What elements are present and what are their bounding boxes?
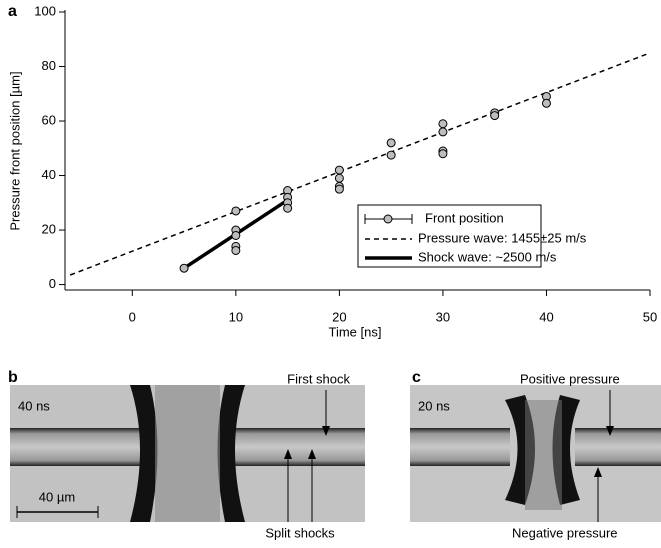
data-point [334,165,344,175]
time-label: 20 ns [418,398,450,413]
x-tick-label: 20 [332,309,346,324]
annotation: Negative pressure [512,525,618,540]
y-tick-label: 80 [42,58,56,73]
annotation: First shock [287,371,350,386]
annotation: Positive pressure [520,371,620,386]
x-axis-label: Time [ns] [329,324,382,339]
data-point [283,203,293,213]
time-label: 40 ns [18,398,50,413]
data-point [334,173,344,183]
y-tick-label: 0 [49,276,56,291]
data-point [541,98,551,108]
data-point [231,230,241,240]
data-point [438,127,448,137]
panel-label: a [8,3,17,20]
x-tick-label: 0 [129,309,136,324]
panel-label: c [412,369,421,386]
y-tick-label: 100 [34,3,56,18]
y-tick-label: 60 [42,112,56,127]
data-point [334,184,344,194]
x-tick-label: 40 [539,309,553,324]
panel-label: b [8,369,18,386]
annotation: Split shocks [265,525,335,540]
legend-label: Pressure wave: 1455±25 m/s [418,230,587,245]
data-point [386,138,396,148]
x-tick-label: 50 [643,309,657,324]
y-tick-label: 20 [42,221,56,236]
scale-bar-label: 40 µm [39,489,75,504]
y-tick-label: 40 [42,167,56,182]
data-point [386,150,396,160]
x-tick-label: 10 [229,309,243,324]
data-point [438,119,448,129]
legend-label: Shock wave: ~2500 m/s [418,249,557,264]
data-point [438,149,448,159]
micrograph [10,385,365,522]
micrograph [410,385,661,522]
data-point [231,206,241,216]
data-point [231,245,241,255]
legend-symbol [364,214,413,260]
data-point [490,111,500,121]
legend-label: Front position [425,210,504,225]
data-point [179,263,189,273]
y-axis-label: Pressure front position [µm] [7,71,22,230]
fit-line [69,52,651,276]
x-tick-label: 30 [436,309,450,324]
